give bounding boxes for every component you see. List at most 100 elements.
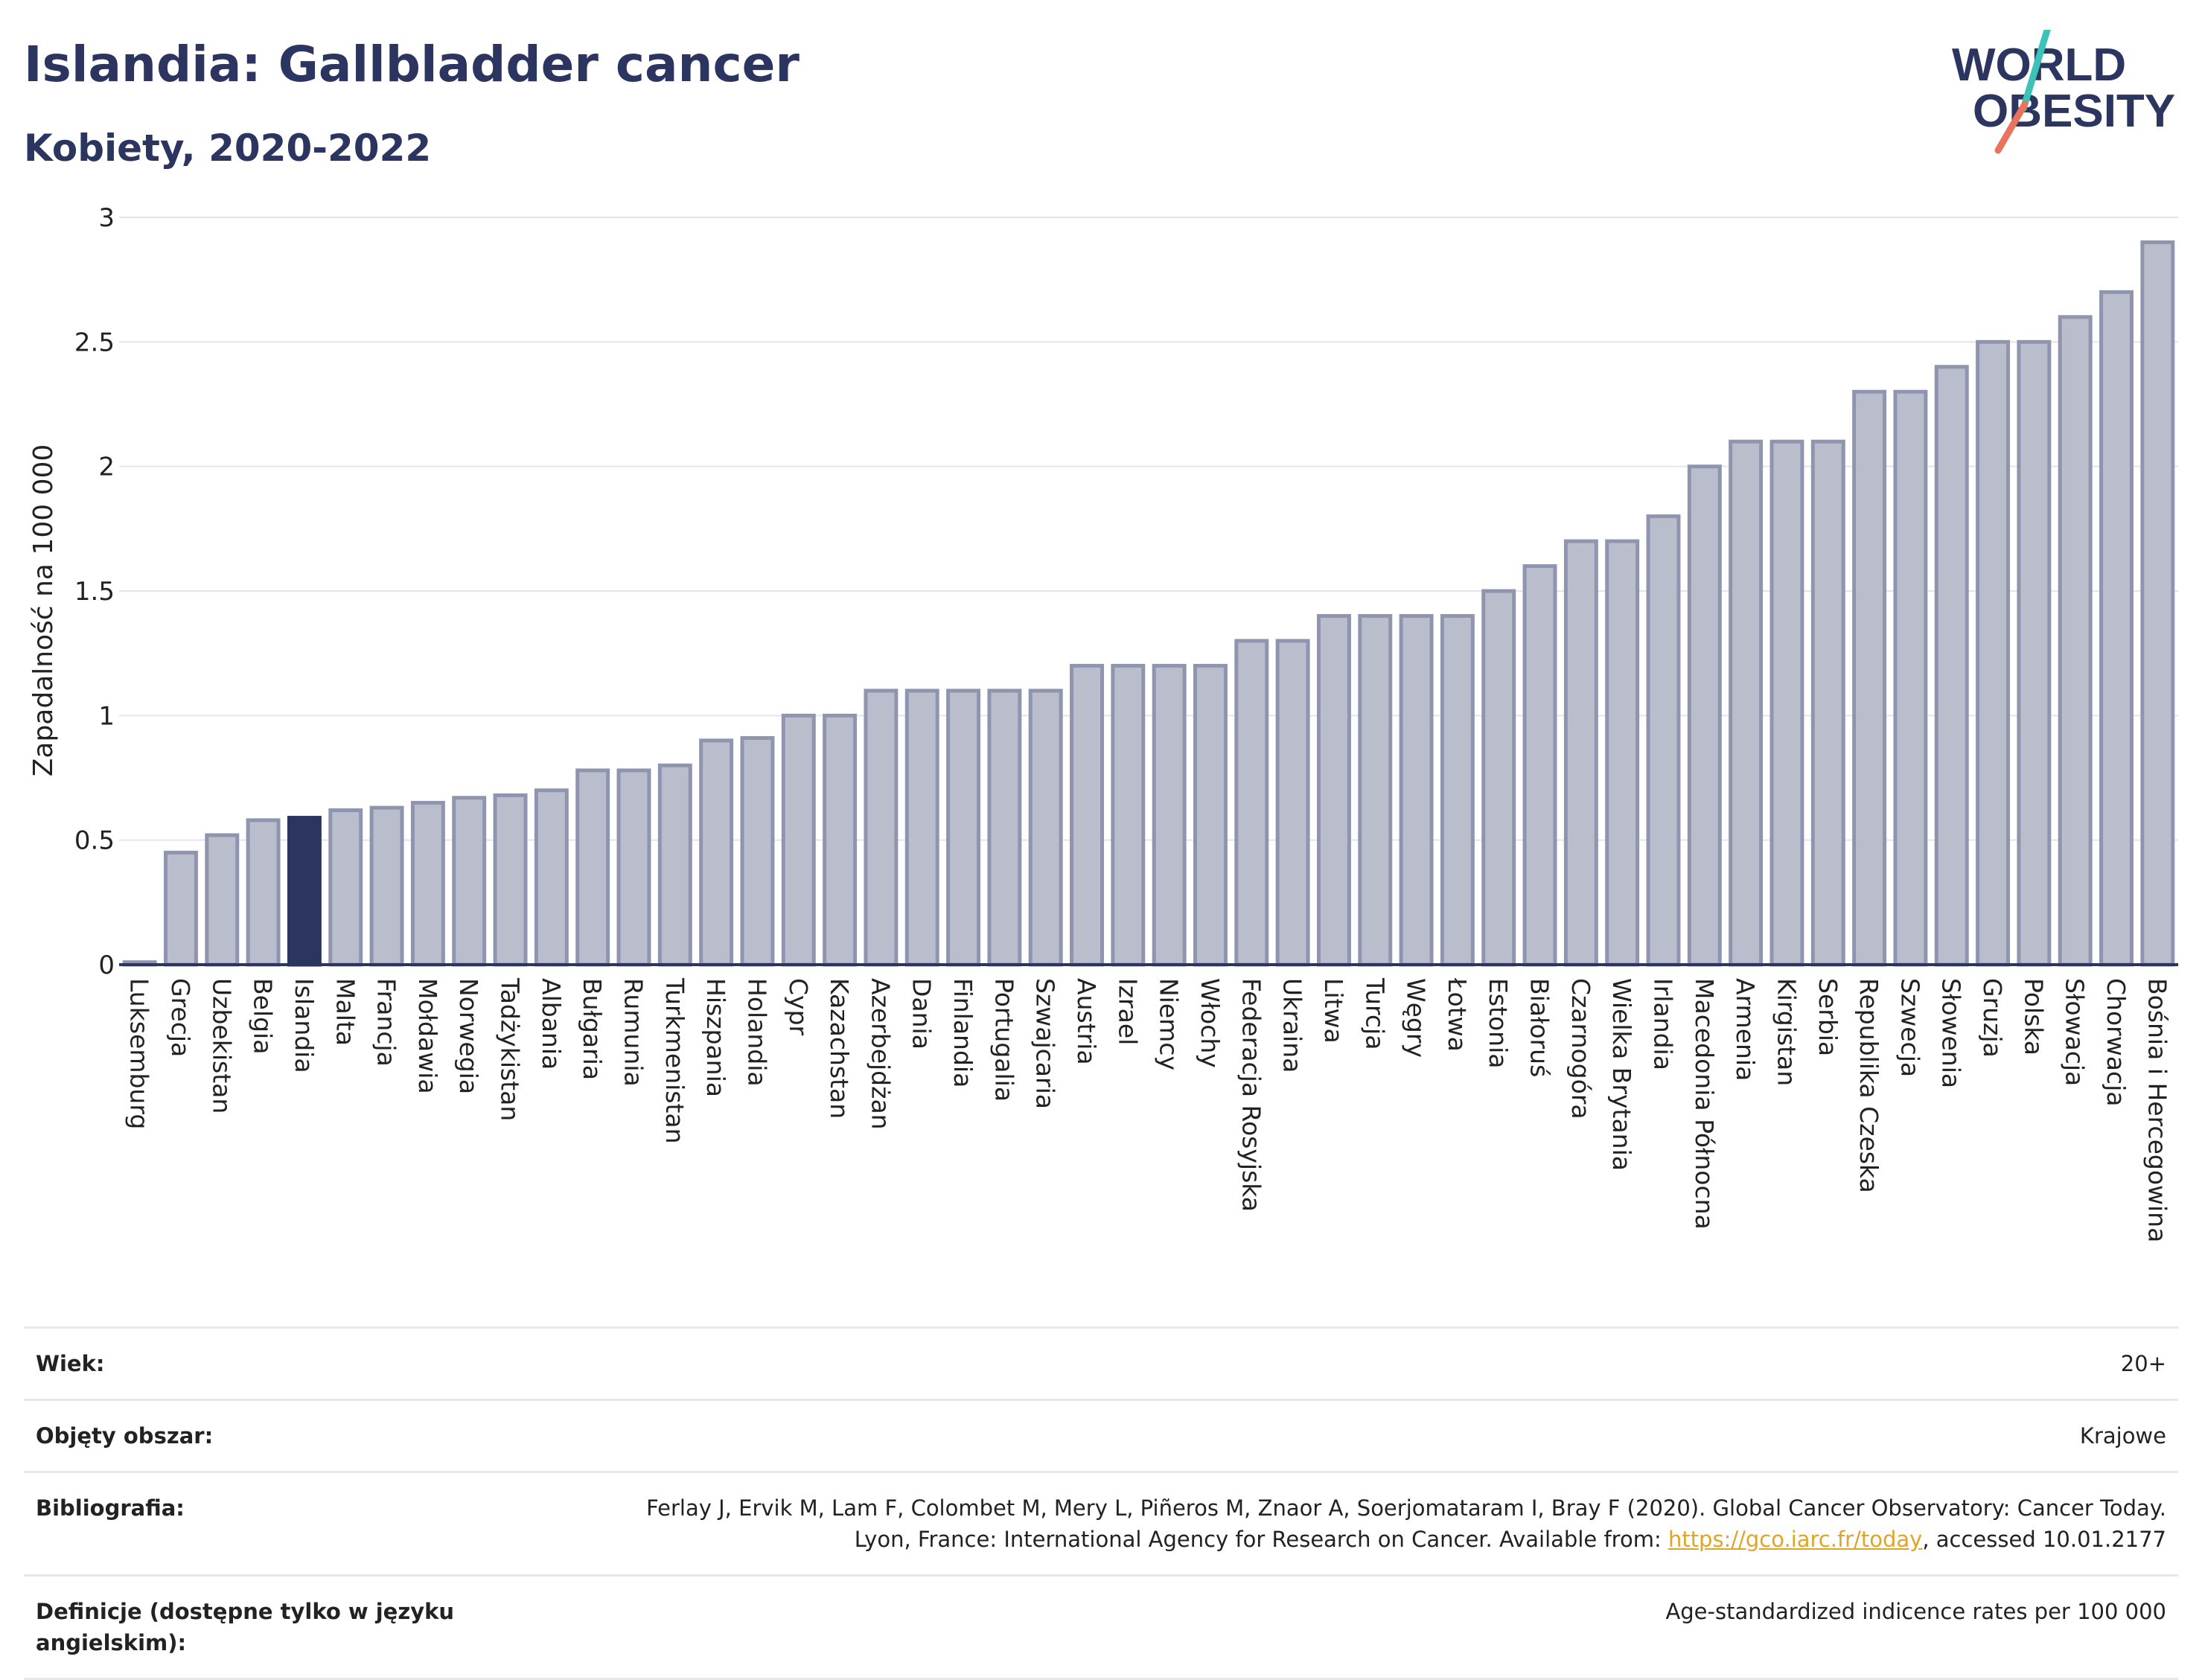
x-tick-label: Serbia <box>1813 978 1842 1056</box>
metadata-table: Wiek: 20+ Objęty obszar: Krajowe Bibliog… <box>24 1326 2178 1680</box>
bar-azerbejdżan <box>864 689 899 967</box>
x-tick-label: Austria <box>1072 978 1101 1065</box>
bar-francja <box>369 805 404 967</box>
bar-bułgaria <box>575 768 610 967</box>
bibliography-accessed: , accessed 10.01.2177 <box>1922 1527 2166 1552</box>
x-tick-label: Federacja Rosyjska <box>1236 978 1266 1212</box>
bar-republika-czeska <box>1852 389 1887 967</box>
bar-ukraina <box>1275 639 1310 967</box>
meta-row-area: Objęty obszar: Krajowe <box>24 1399 2178 1471</box>
x-tick-label: Mołdawia <box>413 978 442 1094</box>
bar-portugalia <box>987 689 1022 967</box>
meta-row-definitions: Definicje (dostępne tylko w języku angie… <box>24 1574 2178 1680</box>
bar-kirgistan <box>1769 439 1804 967</box>
x-tick-label: Albania <box>537 978 566 1070</box>
bibliography-text: Ferlay J, Ervik M, Lam F, Colombet M, Me… <box>646 1495 2166 1552</box>
bar-cypr <box>781 713 816 967</box>
x-tick-label: Irlandia <box>1649 978 1678 1070</box>
bar-grecja <box>164 850 198 967</box>
bar-słowacja <box>2058 315 2093 967</box>
bar-norwegia <box>452 796 487 967</box>
bibliography-link[interactable]: https://gco.iarc.fr/today <box>1668 1527 1923 1552</box>
bar-czarnogóra <box>1563 539 1598 967</box>
x-tick-label: Kazachstan <box>825 978 854 1119</box>
bar-wielka-brytania <box>1605 539 1640 967</box>
bar-słowenia <box>1934 365 1969 967</box>
bar-mołdawia <box>410 800 445 967</box>
x-tick-label: Norwegia <box>454 978 483 1094</box>
bar-austria <box>1070 663 1104 967</box>
bar-turkmenistan <box>657 763 692 967</box>
x-tick-label: Litwa <box>1319 978 1348 1044</box>
x-tick-label: Francja <box>372 978 401 1067</box>
y-tick-label: 0 <box>98 951 115 980</box>
logo-line-obesity: OBESITY <box>1973 86 2175 137</box>
bar-macedonia-północna <box>1687 464 1722 967</box>
x-tick-label: Czarnogóra <box>1566 978 1595 1120</box>
x-tick-label: Słowenia <box>1937 978 1966 1088</box>
x-tick-label: Bośnia i Hercegowina <box>2142 978 2171 1242</box>
bar-włochy <box>1193 663 1228 967</box>
x-tick-label: Hiszpania <box>701 978 730 1097</box>
x-tick-label: Holandia <box>742 978 771 1087</box>
bar-białoruś <box>1522 564 1557 967</box>
bars <box>122 240 2175 967</box>
x-axis-labels: Luksemburg Grecja Uzbekistan Belgia Islandia… <box>125 977 2172 1242</box>
bar-chart: 0 0.5 1 1.5 2 2.5 3 Zapadalność na 100 000 Luk… <box>28 203 2178 1242</box>
meta-age-label: Wiek: <box>36 1351 105 1376</box>
x-tick-label: Azerbejdżan <box>866 978 895 1130</box>
bar-hiszpania <box>699 738 734 967</box>
bar-izrael <box>1111 663 1146 967</box>
bar-rumunia <box>616 768 651 967</box>
x-tick-label: Kirgistan <box>1772 978 1801 1086</box>
y-axis-ticks: 0 0.5 1 1.5 2 2.5 3 <box>74 203 115 980</box>
x-tick-label: Dania <box>907 978 936 1050</box>
meta-area-value: Krajowe <box>2079 1423 2166 1449</box>
y-tick-label: 0.5 <box>74 826 115 856</box>
x-tick-label: Finlandia <box>948 978 977 1087</box>
x-tick-label: Szwecja <box>1895 978 1924 1077</box>
meta-bibliography-label: Bibliografia: <box>36 1495 185 1521</box>
x-tick-label: Chorwacja <box>2102 978 2131 1106</box>
y-axis-label: Zapadalność na 100 000 <box>28 444 59 777</box>
bar-holandia <box>740 735 775 967</box>
logo-slash-coral <box>1994 100 2029 154</box>
bar-gruzja <box>1976 339 2011 967</box>
world-obesity-logo: WORLD OBESITY <box>1952 30 2175 154</box>
bar-węgry <box>1399 613 1434 967</box>
bar-finlandia <box>946 689 981 967</box>
x-tick-label: Izrael <box>1113 978 1142 1045</box>
x-tick-label: Macedonia Północna <box>1690 978 1719 1230</box>
bar-islandia <box>287 816 322 967</box>
bar-bośnia-i-hercegowina <box>2140 240 2175 967</box>
x-tick-label: Węgry <box>1402 978 1431 1058</box>
bar-uzbekistan <box>205 833 240 967</box>
x-tick-label: Armenia <box>1731 978 1760 1081</box>
bar-serbia <box>1810 439 1845 967</box>
x-tick-label: Słowacja <box>2061 978 2090 1086</box>
x-tick-label: Białoruś <box>1525 978 1554 1077</box>
bar-turcja <box>1358 613 1393 967</box>
y-tick-label: 2 <box>98 453 115 482</box>
x-tick-label: Turkmenistan <box>660 977 689 1144</box>
chart-subtitle: Kobiety, 2020-2022 <box>24 127 432 170</box>
bar-chorwacja <box>2099 290 2134 967</box>
bar-dania <box>904 689 939 967</box>
x-tick-label: Niemcy <box>1155 978 1184 1070</box>
x-tick-label: Islandia <box>290 978 319 1073</box>
y-tick-label: 1.5 <box>74 577 115 607</box>
x-tick-label: Ukraina <box>1278 978 1307 1073</box>
y-tick-label: 2.5 <box>74 328 115 357</box>
x-tick-label: Bułgaria <box>578 978 607 1080</box>
y-tick-label: 1 <box>98 701 115 731</box>
x-tick-label: Grecja <box>166 978 195 1057</box>
bar-irlandia <box>1646 514 1681 967</box>
bar-belgia <box>246 818 281 967</box>
x-tick-label: Uzbekistan <box>207 978 236 1114</box>
bar-malta <box>328 808 363 967</box>
logo-slash-teal <box>2020 30 2051 112</box>
bar-kazachstan <box>823 713 858 967</box>
x-tick-label: Wielka Brytania <box>1607 978 1636 1171</box>
bar-szwajcaria <box>1028 689 1063 967</box>
x-tick-label: Luksemburg <box>125 978 154 1129</box>
